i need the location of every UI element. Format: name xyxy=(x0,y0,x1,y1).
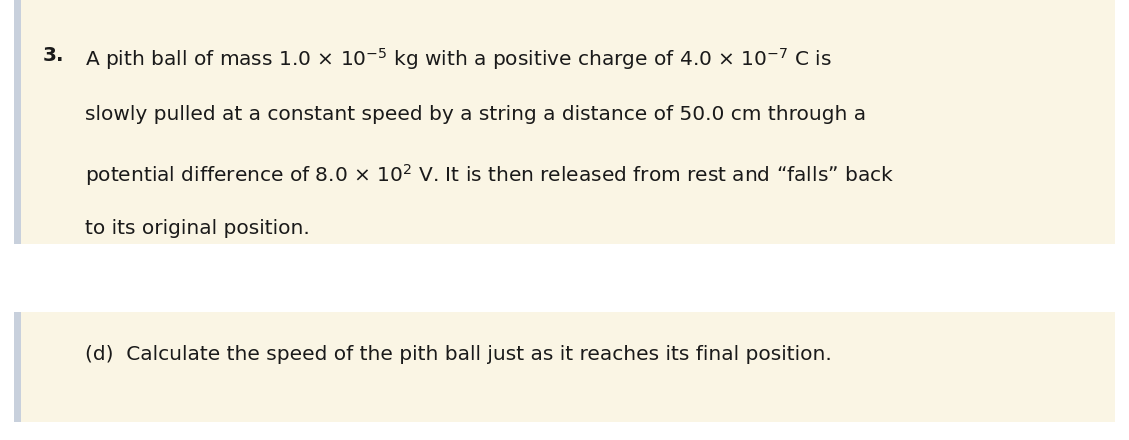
FancyBboxPatch shape xyxy=(14,0,21,244)
FancyBboxPatch shape xyxy=(14,0,1115,244)
Text: 3.: 3. xyxy=(43,46,64,65)
Text: to its original position.: to its original position. xyxy=(85,219,309,238)
Text: (d)  Calculate the speed of the pith ball just as it reaches its final position.: (d) Calculate the speed of the pith ball… xyxy=(85,345,831,364)
Text: potential difference of 8.0 × 10$^{2}$ V. It is then released from rest and “fal: potential difference of 8.0 × 10$^{2}$ V… xyxy=(85,162,894,188)
FancyBboxPatch shape xyxy=(14,312,21,422)
Text: A pith ball of mass 1.0 $\times$ 10$^{-5}$ kg with a positive charge of 4.0 $\ti: A pith ball of mass 1.0 $\times$ 10$^{-5… xyxy=(85,46,832,72)
Text: slowly pulled at a constant speed by a string a distance of 50.0 cm through a: slowly pulled at a constant speed by a s… xyxy=(85,105,866,124)
FancyBboxPatch shape xyxy=(14,312,1115,422)
